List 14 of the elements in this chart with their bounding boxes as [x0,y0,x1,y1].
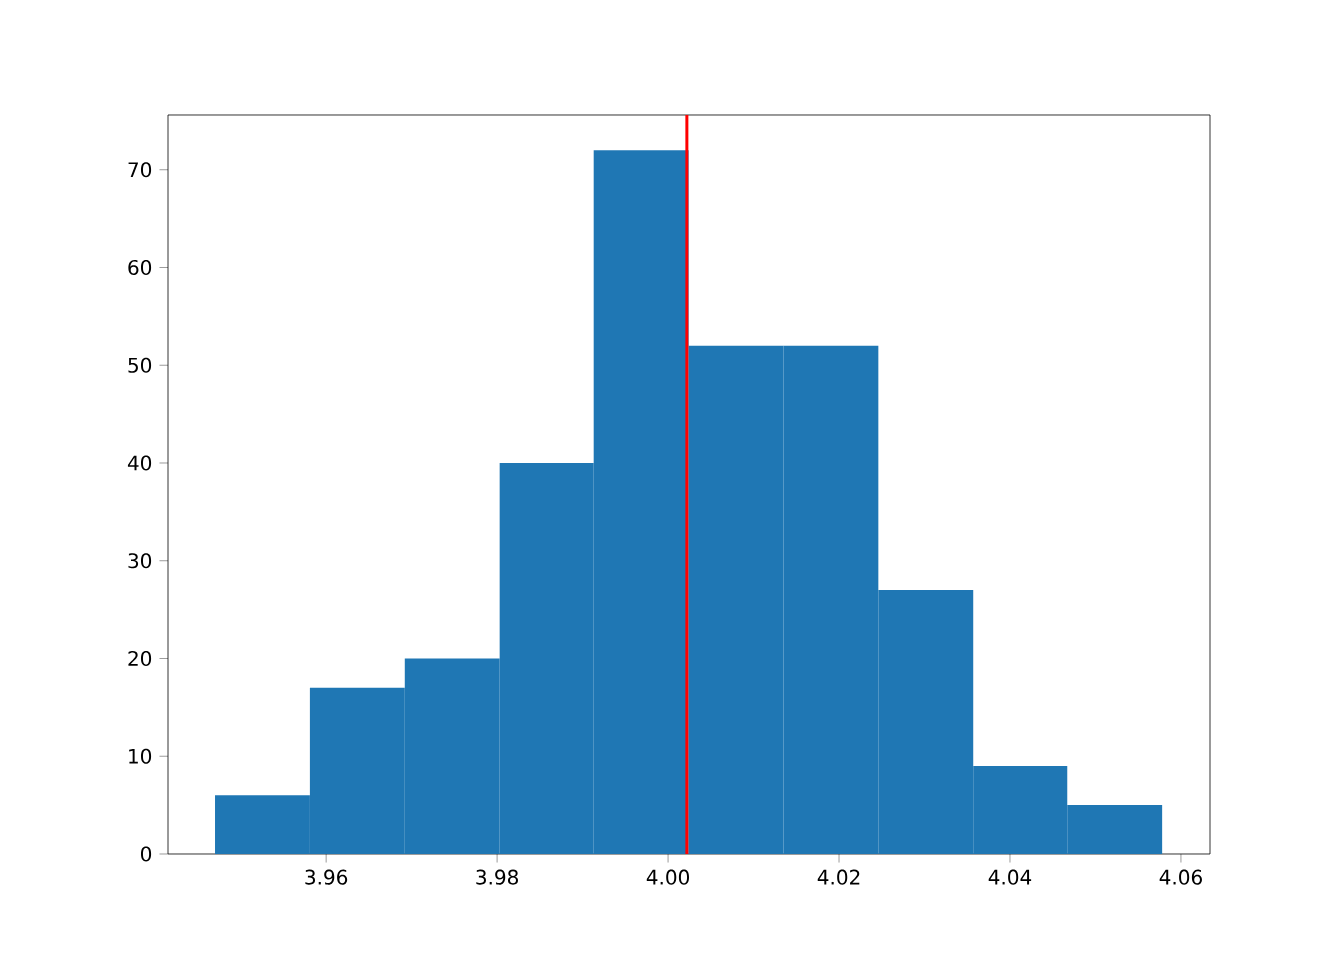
y-tick-label: 70 [128,162,152,178]
y-tick-label: 0 [141,846,152,862]
y-tick-label: 60 [128,259,152,276]
x-tick-label: 3.98 [476,869,518,885]
x-tick-label: 4.06 [1159,869,1202,885]
x-tick-label: 4.02 [817,869,860,885]
x-tick-label: 3.96 [305,869,348,885]
x-tick-label: 4.04 [988,869,1032,885]
y-tick-label: 10 [129,748,152,764]
y-tick-label: 20 [128,650,152,667]
y-tick-label: 30 [128,553,152,569]
x-tick-label: 4.00 [646,869,690,885]
y-tick-label: 50 [128,357,152,373]
y-tick-label: 40 [127,455,152,471]
